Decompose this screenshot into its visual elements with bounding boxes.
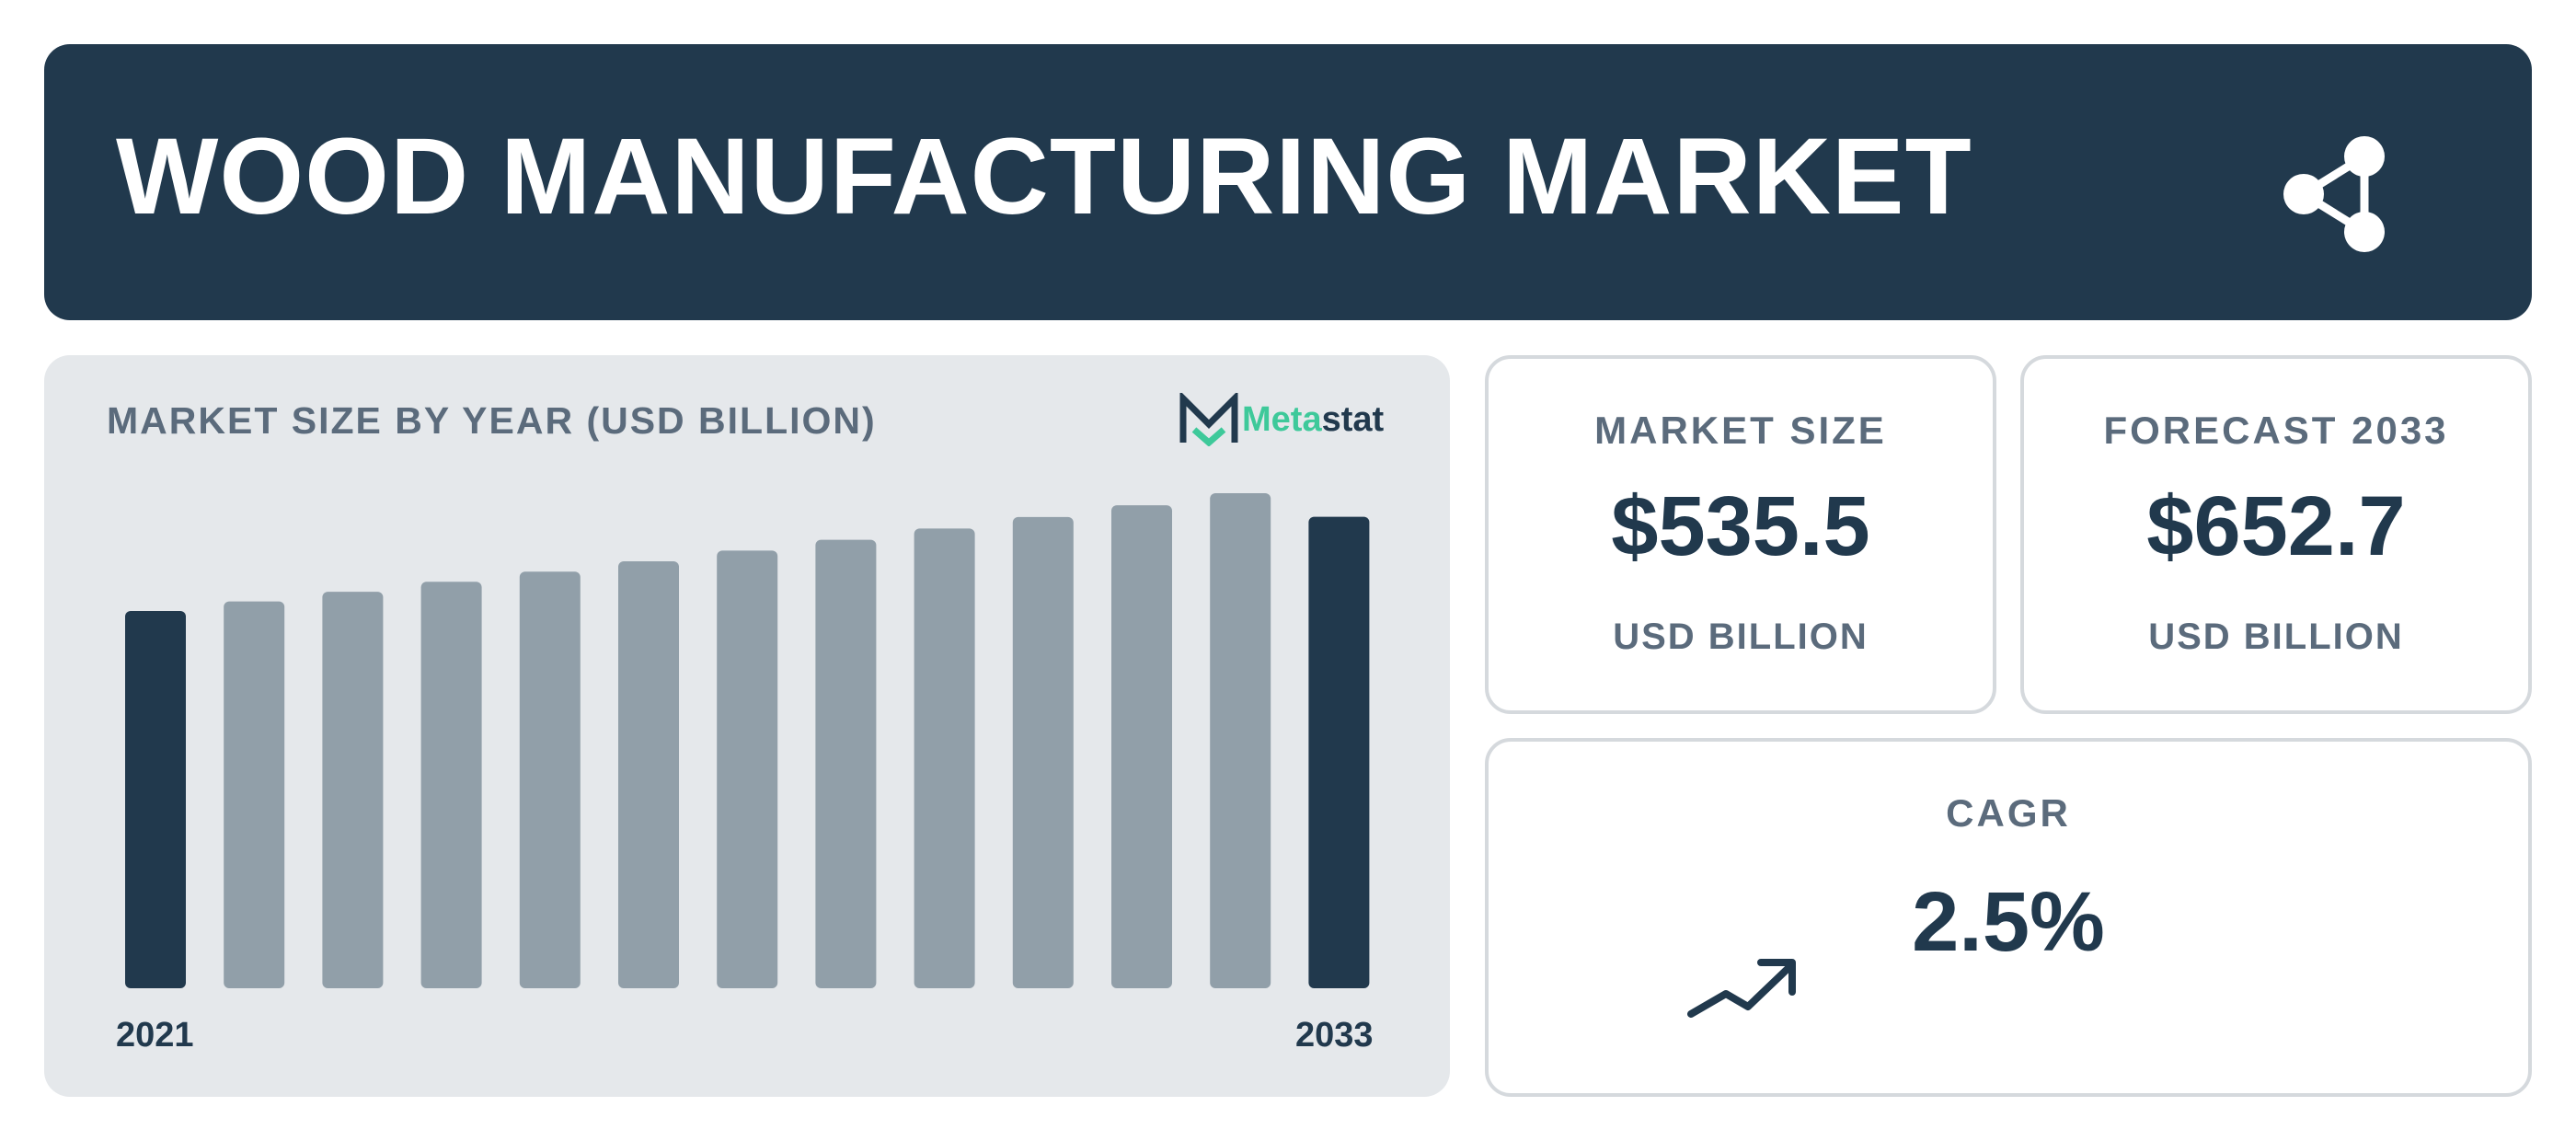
cagr-label: CAGR bbox=[1946, 791, 2071, 835]
bar-chart bbox=[125, 493, 1370, 988]
bar-2029 bbox=[914, 528, 975, 988]
bar-2032 bbox=[1210, 493, 1271, 988]
metastat-logo: Metastat bbox=[1178, 392, 1384, 447]
share-icon bbox=[2283, 136, 2385, 252]
x-tick-label-first: 2021 bbox=[116, 1016, 194, 1055]
market-size-card: MARKET SIZE $535.5 USD BILLION bbox=[1485, 355, 1996, 714]
bar-2031 bbox=[1111, 505, 1172, 988]
bar-2021 bbox=[125, 611, 186, 988]
bar-2022 bbox=[224, 601, 285, 988]
page-title: WOOD MANUFACTURING MARKET bbox=[116, 116, 1972, 237]
market-size-value: $535.5 bbox=[1611, 479, 1870, 573]
forecast-value: $652.7 bbox=[2146, 479, 2406, 573]
bar-2027 bbox=[717, 550, 778, 988]
x-tick-label-last: 2033 bbox=[1295, 1016, 1374, 1055]
header-banner: WOOD MANUFACTURING MARKET bbox=[44, 44, 2532, 320]
bar-2030 bbox=[1012, 516, 1074, 988]
bar-2024 bbox=[420, 582, 482, 988]
cagr-value: 2.5% bbox=[1912, 875, 2105, 969]
trend-up-icon bbox=[1687, 959, 1796, 1018]
forecast-label: FORECAST 2033 bbox=[2103, 409, 2449, 452]
bar-2028 bbox=[815, 539, 877, 988]
chart-title: MARKET SIZE BY YEAR (USD BILLION) bbox=[107, 399, 877, 442]
market-size-label: MARKET SIZE bbox=[1594, 409, 1887, 452]
forecast-unit: USD BILLION bbox=[2148, 617, 2404, 657]
forecast-card: FORECAST 2033 $652.7 USD BILLION bbox=[2020, 355, 2532, 714]
logo-text: Metastat bbox=[1242, 400, 1384, 440]
share-button[interactable] bbox=[2274, 125, 2412, 263]
logo-text-meta: Meta bbox=[1242, 399, 1322, 439]
market-size-chart-panel: MARKET SIZE BY YEAR (USD BILLION) Metast… bbox=[44, 355, 1450, 1097]
logo-text-stat: stat bbox=[1321, 399, 1385, 439]
cagr-card: CAGR 2.5% bbox=[1485, 738, 2532, 1097]
bar-2026 bbox=[618, 561, 679, 988]
bar-2033 bbox=[1308, 516, 1370, 988]
market-size-unit: USD BILLION bbox=[1613, 617, 1869, 657]
bar-2025 bbox=[519, 571, 581, 988]
metastat-logo-mark bbox=[1179, 393, 1238, 446]
bar-2023 bbox=[322, 592, 384, 988]
